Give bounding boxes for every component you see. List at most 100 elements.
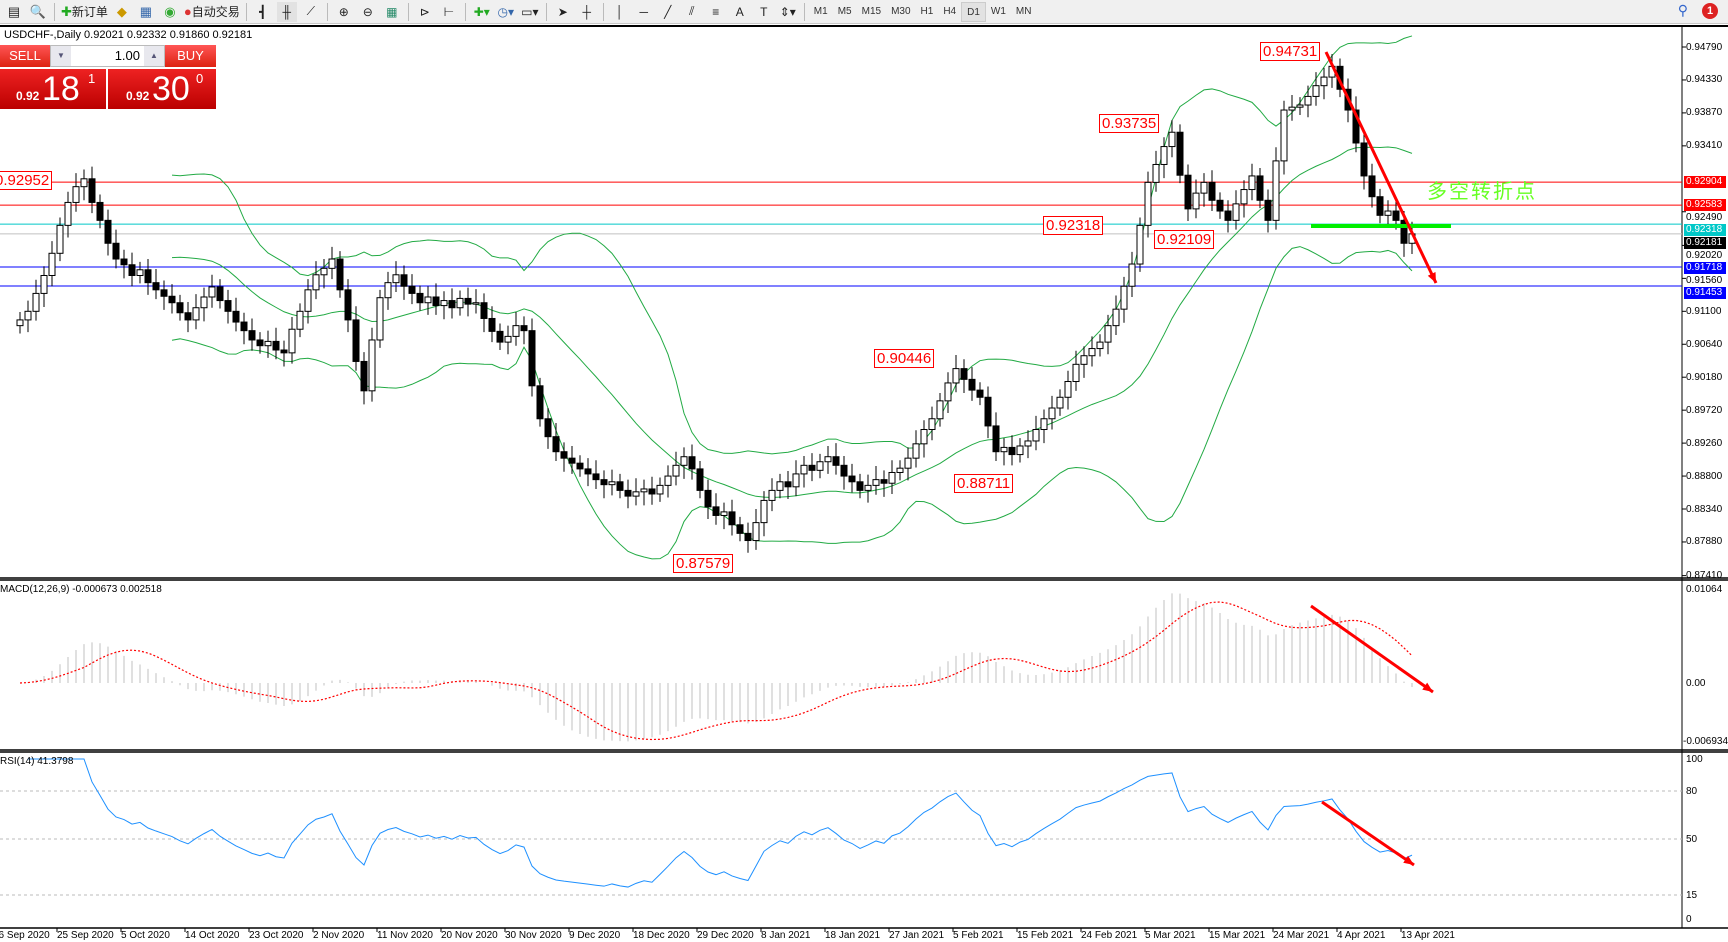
candle-body: [712, 506, 720, 516]
timeframe-h1[interactable]: H1: [920, 5, 934, 17]
candlestick-icon[interactable]: ╫: [276, 1, 297, 22]
lot-value[interactable]: 1.00: [114, 48, 140, 63]
price-axis-label: 0.89260: [1686, 437, 1723, 449]
candle-body: [272, 340, 280, 351]
terminal-icon[interactable]: ▦: [139, 3, 153, 19]
date-label: 27 Jan 2021: [889, 930, 945, 941]
periods-clock-icon[interactable]: ◷▾: [497, 4, 515, 19]
notification-badge[interactable]: 1: [1702, 2, 1718, 19]
candle-body: [1400, 219, 1408, 244]
candle-body: [448, 300, 456, 309]
candle-body: [1024, 440, 1032, 447]
auto-trading-button[interactable]: ● 自动交易: [184, 2, 240, 22]
date-label: 23 Oct 2020: [249, 930, 304, 941]
zoom-in-icon[interactable]: ⊕: [338, 4, 349, 19]
auto-scroll-icon[interactable]: ⊳: [419, 4, 430, 19]
timeframe-m30[interactable]: M30: [891, 5, 911, 17]
text-label-icon[interactable]: T: [760, 4, 768, 19]
indicators-icon[interactable]: ✚▾: [473, 4, 490, 19]
candle-body: [64, 201, 72, 226]
candle-body: [1272, 160, 1280, 221]
zoom-chart-icon[interactable]: 🔍: [29, 3, 47, 19]
candle-body: [800, 464, 808, 475]
macd-down-arrow-head: [1422, 682, 1433, 692]
candle-body: [96, 201, 104, 221]
candle-body: [680, 456, 688, 466]
candle-body: [584, 468, 592, 475]
candle-body: [1072, 363, 1080, 383]
crosshair-icon[interactable]: ┼: [582, 4, 592, 19]
timeframe-w1[interactable]: W1: [990, 5, 1006, 17]
timeframe-m1[interactable]: M1: [813, 5, 828, 17]
price-axis-label: 0.91100: [1686, 305, 1722, 317]
line-chart-icon[interactable]: ⟋: [306, 4, 315, 18]
arrows-icon[interactable]: ⇕▾: [779, 4, 796, 19]
profiles-icon[interactable]: ▤: [7, 3, 21, 19]
price-label: 0.92109: [1154, 230, 1215, 249]
fibonacci-icon[interactable]: ≡: [712, 4, 720, 19]
candle-body: [32, 292, 40, 312]
date-label: 16 Sep 2020: [0, 930, 50, 941]
vertical-line-icon[interactable]: │: [616, 4, 624, 19]
timeframe-d1[interactable]: D1: [961, 1, 986, 22]
buy-price-prefix: 0.92: [126, 89, 150, 103]
candle-body: [504, 335, 512, 343]
templates-icon[interactable]: ▭▾: [521, 4, 539, 19]
candle-body: [432, 296, 440, 307]
candle-body: [528, 330, 536, 387]
price-axis-label: 0.89720: [1686, 404, 1723, 416]
zoom-out-icon[interactable]: ⊖: [362, 4, 373, 19]
chart-window[interactable]: [0, 25, 1728, 942]
candle-body: [480, 302, 488, 319]
candle-body: [1240, 189, 1248, 205]
timeframe-h4[interactable]: H4: [943, 5, 957, 17]
bar-chart-icon[interactable]: ┫: [259, 4, 267, 19]
buy-price[interactable]: 0.92 30 0: [108, 68, 216, 109]
lot-size-input[interactable]: ▼ 1.00 ▲: [50, 45, 165, 67]
cursor-icon[interactable]: ➤: [557, 4, 568, 19]
candle-body: [216, 286, 224, 302]
candle-body: [1080, 355, 1088, 365]
candle-body: [368, 339, 376, 392]
sell-button[interactable]: SELL: [0, 45, 50, 67]
trendline-icon[interactable]: ╱: [664, 4, 672, 19]
chart-shift-icon[interactable]: ⊢: [443, 4, 455, 19]
timeframe-mn[interactable]: MN: [1015, 5, 1032, 17]
signals-icon[interactable]: ◉: [164, 3, 176, 19]
horizontal-line-icon[interactable]: ─: [639, 4, 649, 19]
candle-body: [256, 339, 264, 347]
sell-price[interactable]: 0.92 18 1: [0, 68, 106, 109]
auto-trading-label: 自动交易: [191, 5, 240, 19]
tile-windows-icon[interactable]: ▦: [386, 4, 398, 19]
date-label: 18 Dec 2020: [633, 930, 690, 941]
price-axis-label: 0.87410: [1686, 570, 1723, 582]
candle-body: [120, 258, 128, 266]
candle-body: [176, 302, 184, 314]
candle-body: [776, 481, 784, 491]
lot-increase-icon[interactable]: ▲: [144, 46, 164, 66]
new-order-label: 新订单: [71, 5, 108, 19]
buy-price-fraction: 0: [196, 71, 204, 86]
new-order-button[interactable]: ✚ 新订单: [61, 2, 108, 22]
channel-icon[interactable]: ⫽: [689, 4, 695, 18]
metaeditor-icon[interactable]: ◆: [116, 3, 127, 19]
timeframe-m5[interactable]: M5: [837, 5, 852, 17]
price-tag: 0.91718: [1684, 262, 1726, 275]
candle-body: [944, 382, 952, 402]
timeframe-m15[interactable]: M15: [861, 5, 882, 17]
search-icon[interactable]: ⚲: [1677, 2, 1688, 18]
text-icon[interactable]: A: [735, 4, 744, 19]
date-label: 8 Jan 2021: [761, 930, 811, 941]
buy-button[interactable]: BUY: [165, 45, 216, 67]
candle-body: [640, 488, 648, 493]
candle-body: [24, 310, 32, 321]
macd-axis-min: -0.006934: [1683, 736, 1728, 747]
lot-decrease-icon[interactable]: ▼: [51, 46, 71, 66]
price-down-arrow-head: [1427, 272, 1436, 283]
candle-body: [1104, 325, 1112, 343]
candle-body: [48, 252, 56, 276]
candle-body: [1296, 104, 1304, 108]
candle-body: [520, 325, 528, 332]
separator: [54, 2, 55, 21]
